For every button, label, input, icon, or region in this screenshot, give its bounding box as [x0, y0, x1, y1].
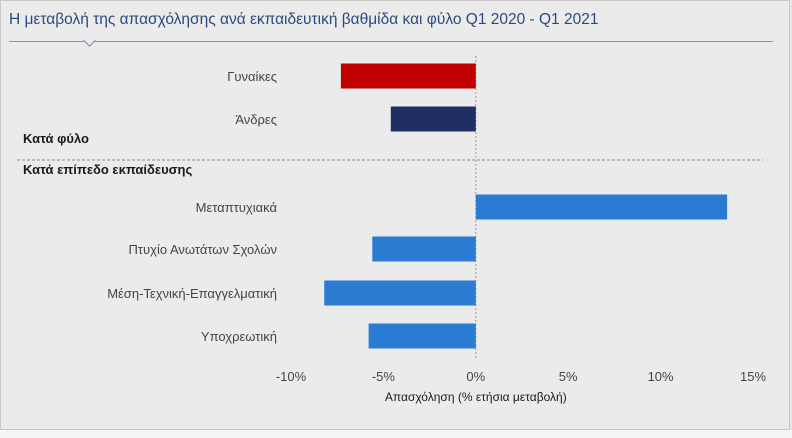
category-label: Μέση-Τεχνική-Επαγγελματική — [107, 286, 277, 301]
bottom-strip — [0, 430, 792, 438]
x-tick-label: 15% — [740, 369, 766, 384]
category-label: Άνδρες — [235, 112, 277, 127]
x-tick-label: 5% — [559, 369, 578, 384]
x-axis-title: Απασχόληση (% ετήσια μεταβολή) — [385, 390, 567, 404]
chart-panel: Η μεταβολή της απασχόλησης ανά εκπαιδευτ… — [0, 0, 790, 430]
x-tick-label: -10% — [276, 369, 307, 384]
bar — [475, 194, 728, 220]
category-label: Γυναίκες — [227, 69, 277, 84]
chart-title: Η μεταβολή της απασχόλησης ανά εκπαιδευτ… — [9, 11, 599, 28]
title-underline — [9, 41, 773, 42]
bar — [390, 106, 476, 132]
x-tick-label: 10% — [648, 369, 674, 384]
bar-chart: Κατά φύλο Γυναίκες Άνδρες Κατά επίπεδο εκπα… — [17, 56, 766, 404]
x-tick-label: 0% — [466, 369, 485, 384]
bar — [324, 280, 476, 306]
group-heading: Κατά φύλο — [23, 131, 89, 146]
bar — [372, 236, 476, 262]
category-label: Υποχρεωτική — [201, 329, 277, 344]
x-tick-label: -5% — [372, 369, 396, 384]
group-heading: Κατά επίπεδο εκπαίδευσης — [23, 162, 192, 177]
bar — [340, 63, 476, 89]
category-label: Πτυχίο Ανωτάτων Σχολών — [129, 242, 278, 257]
category-label: Μεταπτυχιακά — [196, 200, 278, 215]
bar — [368, 323, 476, 349]
